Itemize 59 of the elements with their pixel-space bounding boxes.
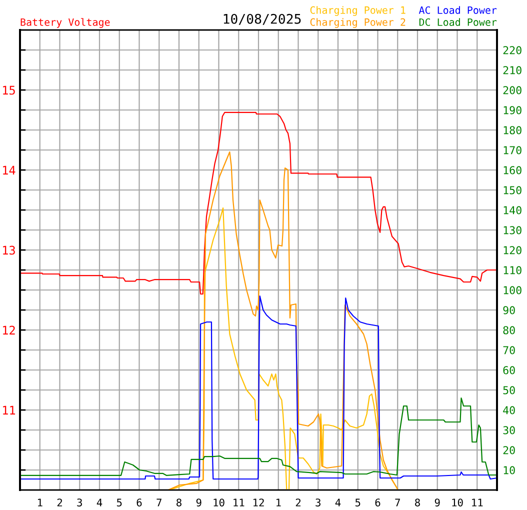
y2-tick-label: 30 bbox=[503, 426, 515, 434]
text: DC Load Power bbox=[419, 18, 497, 26]
y-tick-label: 11 bbox=[3, 406, 16, 415]
x-tick-label: 3 bbox=[77, 498, 82, 506]
text: Charging Power 1 bbox=[310, 6, 406, 16]
y2-tick-label: 40 bbox=[503, 406, 515, 414]
y-tick-label: 15 bbox=[3, 86, 15, 95]
text: Battery Voltage bbox=[20, 18, 110, 28]
y2-tick-label: 150 bbox=[504, 186, 522, 194]
y2-tick-label: 220 bbox=[503, 46, 522, 54]
x-tick-label: 12 bbox=[253, 498, 264, 506]
y-tick-label: 14 bbox=[3, 166, 16, 175]
x-tick-label: 7 bbox=[395, 498, 400, 506]
line-series bbox=[20, 295, 497, 480]
x-tick-label: 1 bbox=[276, 498, 281, 506]
y2-tick-label: 200 bbox=[503, 86, 522, 94]
y2-tick-label: 170 bbox=[504, 146, 522, 154]
text: Charging Power 2 bbox=[310, 18, 406, 28]
text: AC Load Power bbox=[418, 6, 497, 14]
x-tick-label: 9 bbox=[196, 498, 202, 506]
line-series bbox=[20, 112, 497, 295]
y-tick-label: 12 bbox=[3, 326, 15, 335]
x-tick-label: 3 bbox=[316, 498, 320, 506]
y2-tick-label: 190 bbox=[504, 106, 522, 114]
x-tick-label: 6 bbox=[136, 498, 142, 506]
x-tick-label: 9 bbox=[434, 498, 440, 506]
y2-tick-label: 10 bbox=[504, 466, 515, 474]
x-tick-label: 1 bbox=[38, 498, 42, 506]
x-tick-label: 11 bbox=[234, 498, 244, 506]
x-tick-label: 4 bbox=[335, 498, 341, 506]
y2-tick-label: 210 bbox=[503, 66, 522, 74]
x-tick-label: 11 bbox=[472, 498, 483, 506]
x-tick-label: 2 bbox=[57, 498, 62, 506]
y2-tick-label: 90 bbox=[503, 306, 515, 314]
x-tick-label: 8 bbox=[415, 498, 420, 506]
chart-title: 10/08/2025 bbox=[224, 14, 301, 25]
y2-tick-label: 140 bbox=[504, 206, 522, 214]
y2-tick-label: 80 bbox=[503, 326, 515, 334]
x-tick-label: 7 bbox=[156, 498, 162, 506]
x-tick-label: 10 bbox=[214, 498, 224, 506]
y2-tick-label: 180 bbox=[504, 126, 522, 134]
y2-tick-label: 50 bbox=[503, 386, 515, 394]
x-tick-label: 6 bbox=[375, 498, 380, 506]
y2-tick-label: 110 bbox=[504, 266, 522, 274]
x-tick-label: 4 bbox=[96, 498, 102, 506]
x-tick-label: 8 bbox=[176, 498, 182, 506]
x-tick-label: 5 bbox=[116, 498, 122, 506]
y2-tick-label: 130 bbox=[504, 226, 522, 234]
y2-tick-label: 20 bbox=[503, 446, 515, 454]
y2-tick-label: 60 bbox=[503, 366, 515, 374]
line-series bbox=[20, 397, 497, 476]
y2-tick-label: 100 bbox=[504, 286, 522, 294]
y-tick-label: 13 bbox=[3, 246, 15, 255]
x-tick-label: 2 bbox=[296, 498, 300, 506]
y2-tick-label: 70 bbox=[503, 346, 515, 354]
x-tick-label: 10 bbox=[452, 498, 463, 506]
y2-tick-label: 160 bbox=[504, 166, 522, 174]
y2-tick-label: 120 bbox=[504, 246, 522, 254]
x-tick-label: 5 bbox=[355, 498, 360, 506]
